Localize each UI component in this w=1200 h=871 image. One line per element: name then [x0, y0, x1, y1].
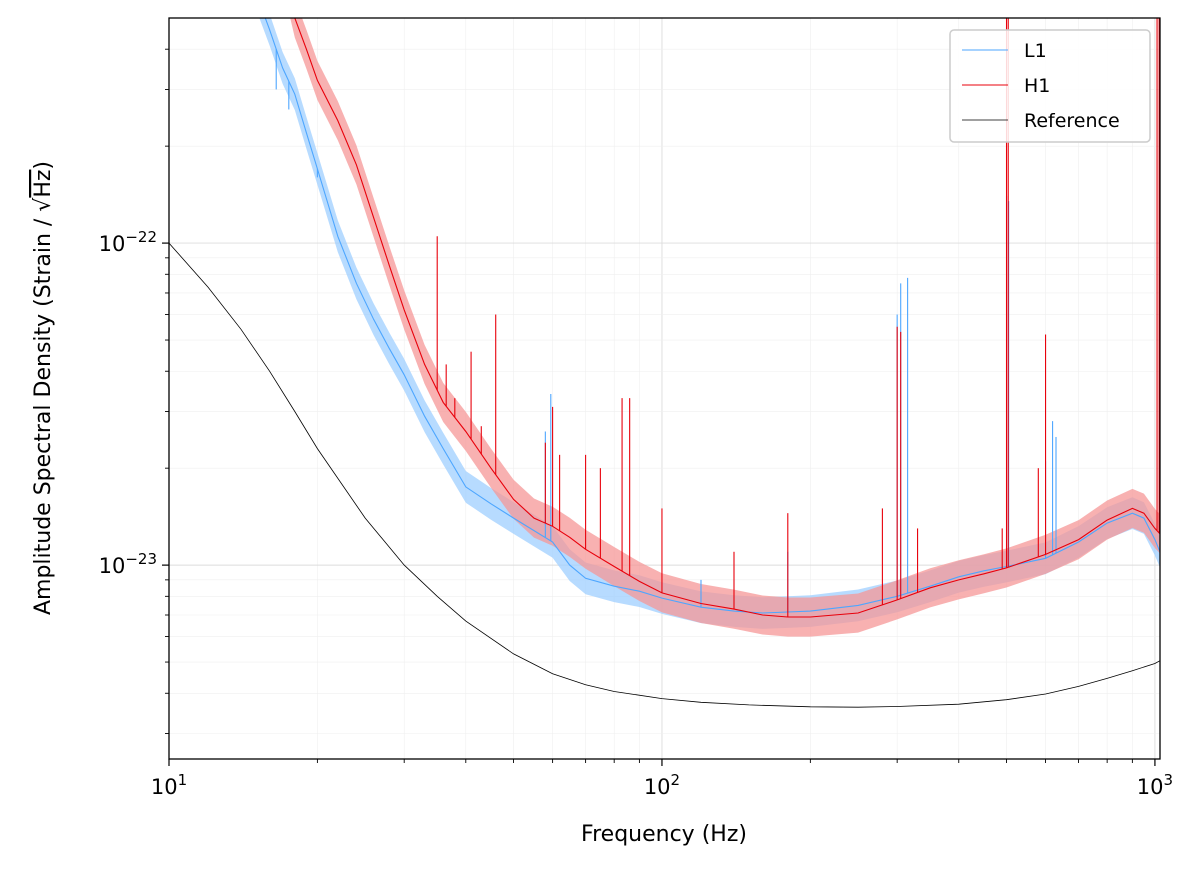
- x-tick-label: 103: [1137, 771, 1173, 799]
- legend-h1-label: H1: [1024, 75, 1050, 97]
- legend: L1 H1 Reference: [949, 29, 1151, 143]
- y-tick-label: 10−23: [99, 550, 157, 578]
- sqrt-sign: √: [31, 197, 56, 212]
- plot-frame: [168, 17, 1161, 760]
- legend-box: [949, 29, 1151, 143]
- x-tick-label: 102: [644, 771, 680, 799]
- y-axis-label-text: Amplitude Spectral Density (Strain / √Hz…: [31, 161, 56, 615]
- y-axis-label-prefix: Amplitude Spectral Density (Strain /: [31, 212, 56, 615]
- y-axis-label-suffix: ): [31, 161, 56, 170]
- h1-confidence-band: [290, 18, 1160, 637]
- y-axis-label-radicand: Hz: [31, 170, 56, 198]
- y-axis-label: Amplitude Spectral Density (Strain / √Hz…: [31, 161, 56, 615]
- legend-l1-label: L1: [1024, 40, 1047, 62]
- h1-line: [294, 18, 1160, 618]
- legend-reference-label: Reference: [1024, 110, 1120, 132]
- confidence-bands: [259, 18, 1160, 637]
- axis-ticks: 101 102 103 10−23 10−22: [99, 48, 1173, 799]
- x-tick-label: 101: [151, 771, 187, 799]
- y-tick-label: 10−22: [99, 228, 157, 256]
- x-axis-label: Frequency (Hz): [581, 822, 747, 847]
- reference-line: [169, 242, 1160, 708]
